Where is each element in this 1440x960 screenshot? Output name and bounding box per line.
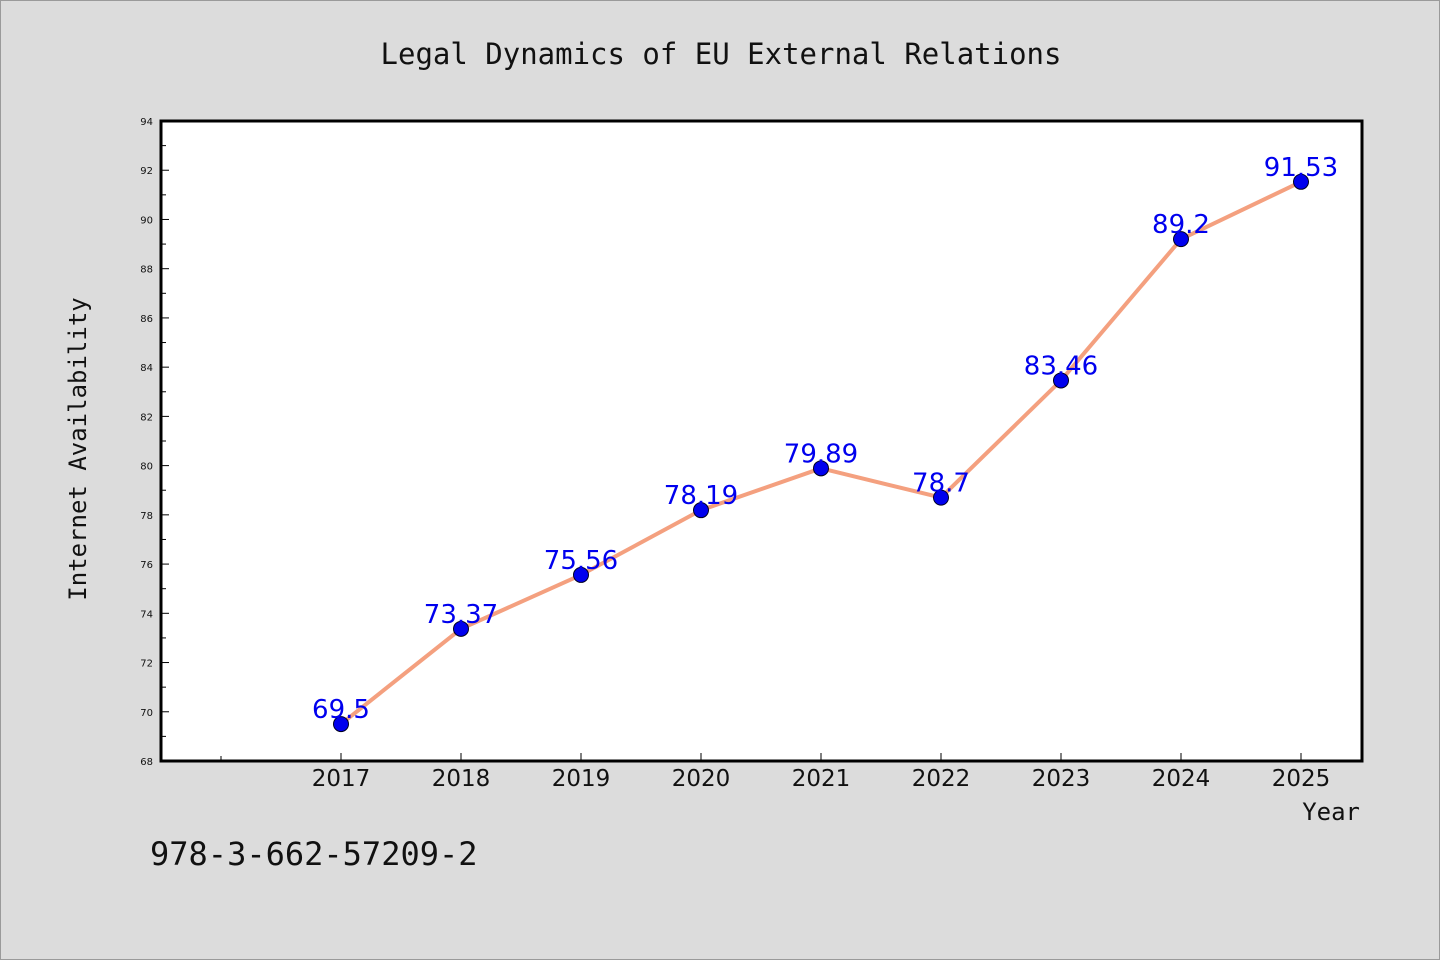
y-tick-label: 92 bbox=[140, 166, 153, 177]
y-axis: 68 70 72 74 76 78 80 82 84 86 88 90 92 94 bbox=[140, 117, 169, 768]
data-label: 79.89 bbox=[784, 439, 858, 469]
y-tick-label: 78 bbox=[140, 511, 153, 522]
x-tick-label: 2018 bbox=[432, 766, 491, 792]
data-label: 89.2 bbox=[1152, 210, 1210, 240]
x-tick-label: 2022 bbox=[912, 766, 971, 792]
data-point bbox=[933, 489, 949, 506]
data-point bbox=[693, 502, 709, 519]
data-label: 69.5 bbox=[312, 695, 370, 725]
y-tick-label: 68 bbox=[140, 757, 153, 768]
data-point bbox=[1173, 231, 1189, 248]
data-point bbox=[453, 620, 469, 637]
y-tick-label: 88 bbox=[140, 265, 153, 276]
y-tick-label: 72 bbox=[140, 659, 153, 670]
data-point bbox=[1293, 173, 1309, 190]
y-tick-label: 82 bbox=[140, 412, 153, 423]
data-label: 73.37 bbox=[424, 600, 498, 630]
y-tick-label: 86 bbox=[140, 314, 153, 325]
x-axis-title: Year bbox=[1302, 798, 1360, 826]
y-tick-label: 70 bbox=[140, 708, 153, 719]
data-labels: 69.5 73.37 75.56 78.19 79.89 78.7 83.46 89.2 91.… bbox=[312, 153, 1338, 725]
y-tick-label: 94 bbox=[140, 117, 153, 128]
y-tick-label: 80 bbox=[140, 462, 153, 473]
data-label: 78.7 bbox=[912, 469, 970, 499]
y-tick-label: 84 bbox=[140, 363, 153, 374]
x-tick-label: 2024 bbox=[1152, 766, 1211, 792]
x-axis: 2017 2018 2019 2020 2021 2022 2023 2024 2025 bbox=[220, 753, 1331, 792]
chart-title: Legal Dynamics of EU External Relations bbox=[381, 37, 1062, 71]
data-label: 91.53 bbox=[1264, 153, 1338, 183]
data-label: 78.19 bbox=[664, 481, 738, 511]
data-markers bbox=[333, 173, 1309, 733]
isbn-text: 978-3-662-57209-2 bbox=[150, 835, 478, 873]
x-tick-label: 2020 bbox=[672, 766, 731, 792]
x-tick-label: 2023 bbox=[1032, 766, 1091, 792]
x-tick-label: 2021 bbox=[792, 766, 851, 792]
y-axis-title: Internet Availability bbox=[64, 297, 92, 600]
data-point bbox=[813, 460, 829, 477]
y-tick-label: 90 bbox=[140, 215, 153, 226]
y-tick-label: 74 bbox=[140, 609, 153, 620]
plot-area bbox=[159, 119, 1364, 763]
x-tick-label: 2019 bbox=[552, 766, 611, 792]
data-label: 75.56 bbox=[544, 546, 618, 576]
data-label: 83.46 bbox=[1024, 351, 1098, 381]
x-tick-label: 2025 bbox=[1272, 766, 1331, 792]
data-point bbox=[1053, 372, 1069, 389]
data-point bbox=[573, 566, 589, 583]
y-tick-label: 76 bbox=[140, 560, 153, 571]
x-tick-label: 2017 bbox=[312, 766, 371, 792]
data-point bbox=[333, 716, 349, 733]
